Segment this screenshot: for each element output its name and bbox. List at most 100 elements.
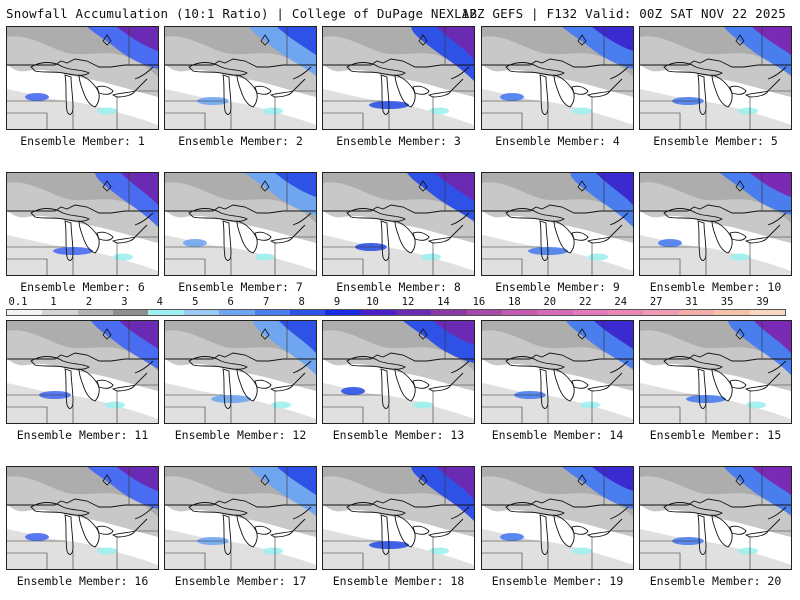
ensemble-panel-12: Ensemble Member: 12	[164, 320, 317, 446]
colorbar-tick-label: 1	[50, 296, 57, 308]
ensemble-panel-17: Ensemble Member: 17	[164, 466, 317, 592]
colorbar-tick-label: 2	[85, 296, 93, 308]
colorbar-tick-label: 7	[263, 296, 270, 308]
colorbar-tick-label: 39	[756, 296, 769, 308]
ensemble-panel-6: Ensemble Member: 6	[6, 172, 159, 298]
snowfall-map-7	[164, 172, 317, 276]
panel-row-3: Ensemble Member: 11 Ensemble Member: 12	[6, 320, 796, 446]
member-label: Ensemble Member: 18	[332, 574, 465, 588]
member-label: Ensemble Member: 9	[495, 280, 620, 294]
colorbar-swatch	[678, 310, 715, 315]
colorbar-swatch	[148, 310, 184, 315]
colorbar-tick-label: 3	[121, 296, 128, 308]
colorbar-tick-label: 18	[508, 296, 521, 308]
colorbar-tick-label: 16	[472, 296, 486, 308]
member-label: Ensemble Member: 7	[178, 280, 303, 294]
colorbar-swatch	[325, 310, 361, 315]
colorbar-tick-label: 27	[649, 296, 663, 308]
ensemble-panel-5: Ensemble Member: 5	[639, 26, 792, 152]
member-label: Ensemble Member: 10	[649, 280, 782, 294]
member-label: Ensemble Member: 8	[336, 280, 461, 294]
colorbar-swatch	[466, 310, 503, 315]
colorbar-swatch	[431, 310, 467, 315]
ensemble-panel-16: Ensemble Member: 16	[6, 466, 159, 592]
snowfall-map-16	[6, 466, 159, 570]
ensemble-panel-8: Ensemble Member: 8	[322, 172, 475, 298]
panel-row-4: Ensemble Member: 16 Ensemble Member: 17	[6, 466, 796, 592]
colorbar-tick-label: 5	[192, 296, 199, 308]
colorbar-swatch	[608, 310, 644, 315]
member-label: Ensemble Member: 12	[174, 428, 307, 442]
colorbar-swatch	[537, 310, 573, 315]
snowfall-map-4	[481, 26, 634, 130]
snowfall-map-9	[481, 172, 634, 276]
snowfall-map-17	[164, 466, 317, 570]
ensemble-panel-9: Ensemble Member: 9	[481, 172, 634, 298]
colorbar-tick-label: 6	[227, 296, 234, 308]
colorbar-swatch	[289, 310, 326, 315]
member-label: Ensemble Member: 15	[649, 428, 782, 442]
colorbar-swatch	[254, 310, 290, 315]
snowfall-map-14	[481, 320, 634, 424]
colorbar-tick-label: 8	[298, 296, 305, 308]
ensemble-panel-18: Ensemble Member: 18	[322, 466, 475, 592]
snowfall-map-6	[6, 172, 159, 276]
snowfall-map-13	[322, 320, 475, 424]
snowfall-map-18	[322, 466, 475, 570]
ensemble-panel-10: Ensemble Member: 10	[639, 172, 792, 298]
member-label: Ensemble Member: 4	[495, 134, 620, 148]
colorbar-swatch	[42, 310, 78, 315]
ensemble-panel-15: Ensemble Member: 15	[639, 320, 792, 446]
member-label: Ensemble Member: 17	[174, 574, 307, 588]
ensemble-panel-1: Ensemble Member: 1	[6, 26, 159, 152]
colorbar-swatch	[219, 310, 255, 315]
snowfall-map-8	[322, 172, 475, 276]
snowfall-map-15	[639, 320, 792, 424]
colorbar-tick-label: 0.1	[8, 296, 28, 308]
colorbar-tick-label: 20	[543, 296, 557, 308]
member-label: Ensemble Member: 6	[20, 280, 145, 294]
colorbar-swatch	[7, 310, 43, 315]
title-left: Snowfall Accumulation (10:1 Ratio) | Col…	[6, 6, 478, 21]
colorbar-swatch	[502, 310, 538, 315]
colorbar-swatch	[714, 310, 750, 315]
panel-row-1: Ensemble Member: 1 Ensemble Member: 2	[6, 26, 796, 152]
colorbar-legend: 0.1 1 2 3 4 5 6 7 8 9 10 12 14 16 18 20 22 24 27 31 35 39	[6, 296, 786, 318]
title-right: 12Z GEFS | F132 Valid: 00Z SAT NOV 22 20…	[461, 6, 786, 21]
ensemble-panel-20: Ensemble Member: 20	[639, 466, 792, 592]
ensemble-panel-14: Ensemble Member: 14	[481, 320, 634, 446]
ensemble-panel-19: Ensemble Member: 19	[481, 466, 634, 592]
snowfall-map-2	[164, 26, 317, 130]
colorbar-swatch	[749, 310, 785, 315]
colorbar-tick-label: 4	[156, 296, 163, 308]
member-label: Ensemble Member: 3	[336, 134, 461, 148]
panel-row-2: Ensemble Member: 6 Ensemble Member: 7	[6, 172, 796, 298]
snowfall-map-5	[639, 26, 792, 130]
snowfall-map-20	[639, 466, 792, 570]
colorbar-tick-label: 22	[578, 296, 592, 308]
snowfall-map-11	[6, 320, 159, 424]
snowfall-map-10	[639, 172, 792, 276]
snowfall-map-1	[6, 26, 159, 130]
ensemble-panel-13: Ensemble Member: 13	[322, 320, 475, 446]
member-label: Ensemble Member: 13	[332, 428, 465, 442]
colorbar-swatch	[360, 310, 396, 315]
ensemble-panel-4: Ensemble Member: 4	[481, 26, 634, 152]
colorbar-tick-label: 14	[437, 296, 450, 308]
colorbar-swatch	[572, 310, 609, 315]
colorbar-swatch	[395, 310, 432, 315]
member-label: Ensemble Member: 2	[178, 134, 303, 148]
snowfall-map-19	[481, 466, 634, 570]
snowfall-map-3	[322, 26, 475, 130]
ensemble-panel-11: Ensemble Member: 11	[6, 320, 159, 446]
colorbar-tick-label: 12	[401, 296, 415, 308]
ensemble-panel-7: Ensemble Member: 7	[164, 172, 317, 298]
colorbar-swatch	[643, 310, 679, 315]
colorbar-strip	[6, 309, 786, 316]
colorbar-tick-label: 10	[366, 296, 379, 308]
member-label: Ensemble Member: 1	[20, 134, 145, 148]
member-label: Ensemble Member: 16	[16, 574, 149, 588]
colorbar-tick-label: 31	[685, 296, 698, 308]
colorbar-swatch	[113, 310, 149, 315]
ensemble-panel-2: Ensemble Member: 2	[164, 26, 317, 152]
